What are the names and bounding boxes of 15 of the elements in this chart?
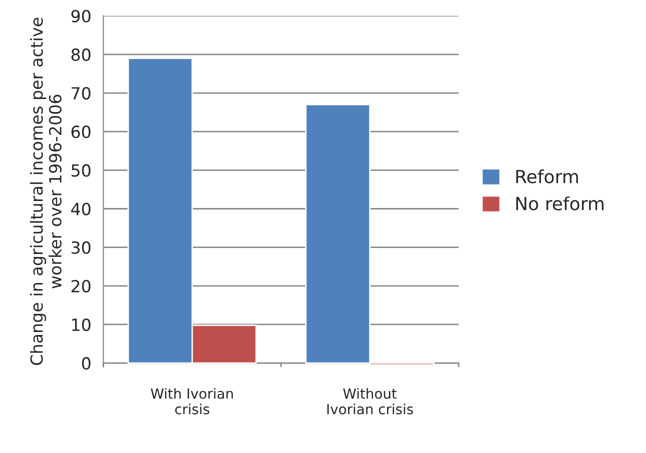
y-tick-label: 60 (72, 126, 90, 138)
y-tick-label: 90 (71, 10, 90, 22)
y-tick-label: 20 (72, 280, 90, 292)
x-tick-label: With Ivorian crisis (150, 388, 233, 414)
y-tick-label: 50 (72, 164, 90, 177)
legend-label: Reform (516, 169, 578, 184)
y-axis-title: Change in agricultural incomes per active worker over 1996-2006 (30, 18, 62, 365)
y-tick-label: 0 (82, 357, 90, 370)
y-tick-label: 30 (72, 241, 90, 254)
y-tick-label: 70 (72, 86, 90, 100)
x-tick-label: Without Ivorian crisis (327, 388, 413, 414)
y-tick-label: 10 (72, 318, 90, 332)
y-tick-label: 40 (71, 202, 90, 216)
y-tick-label: 80 (71, 48, 90, 62)
legend-label: No reform (516, 196, 604, 210)
